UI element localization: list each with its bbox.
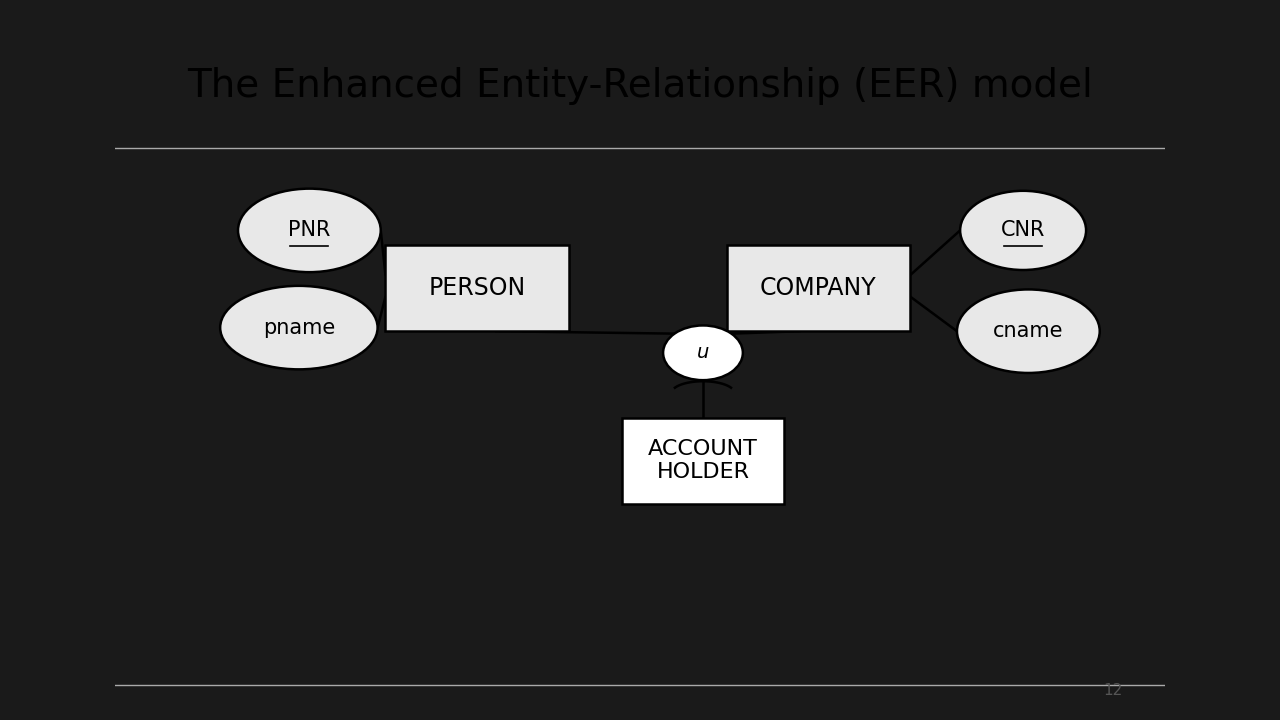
Ellipse shape: [957, 289, 1100, 373]
FancyBboxPatch shape: [385, 245, 570, 331]
Ellipse shape: [220, 286, 378, 369]
Text: ACCOUNT
HOLDER: ACCOUNT HOLDER: [648, 439, 758, 482]
FancyBboxPatch shape: [727, 245, 910, 331]
FancyBboxPatch shape: [622, 418, 785, 504]
Text: CNR: CNR: [1001, 220, 1046, 240]
Text: PNR: PNR: [288, 220, 330, 240]
Text: u: u: [696, 343, 709, 362]
Ellipse shape: [238, 189, 380, 272]
Text: pname: pname: [262, 318, 335, 338]
Text: cname: cname: [993, 321, 1064, 341]
Text: COMPANY: COMPANY: [760, 276, 877, 300]
Text: The Enhanced Entity-Relationship (EER) model: The Enhanced Entity-Relationship (EER) m…: [187, 68, 1093, 105]
Ellipse shape: [960, 191, 1085, 270]
Text: PERSON: PERSON: [429, 276, 526, 300]
Text: 12: 12: [1103, 683, 1123, 698]
Circle shape: [663, 325, 742, 380]
